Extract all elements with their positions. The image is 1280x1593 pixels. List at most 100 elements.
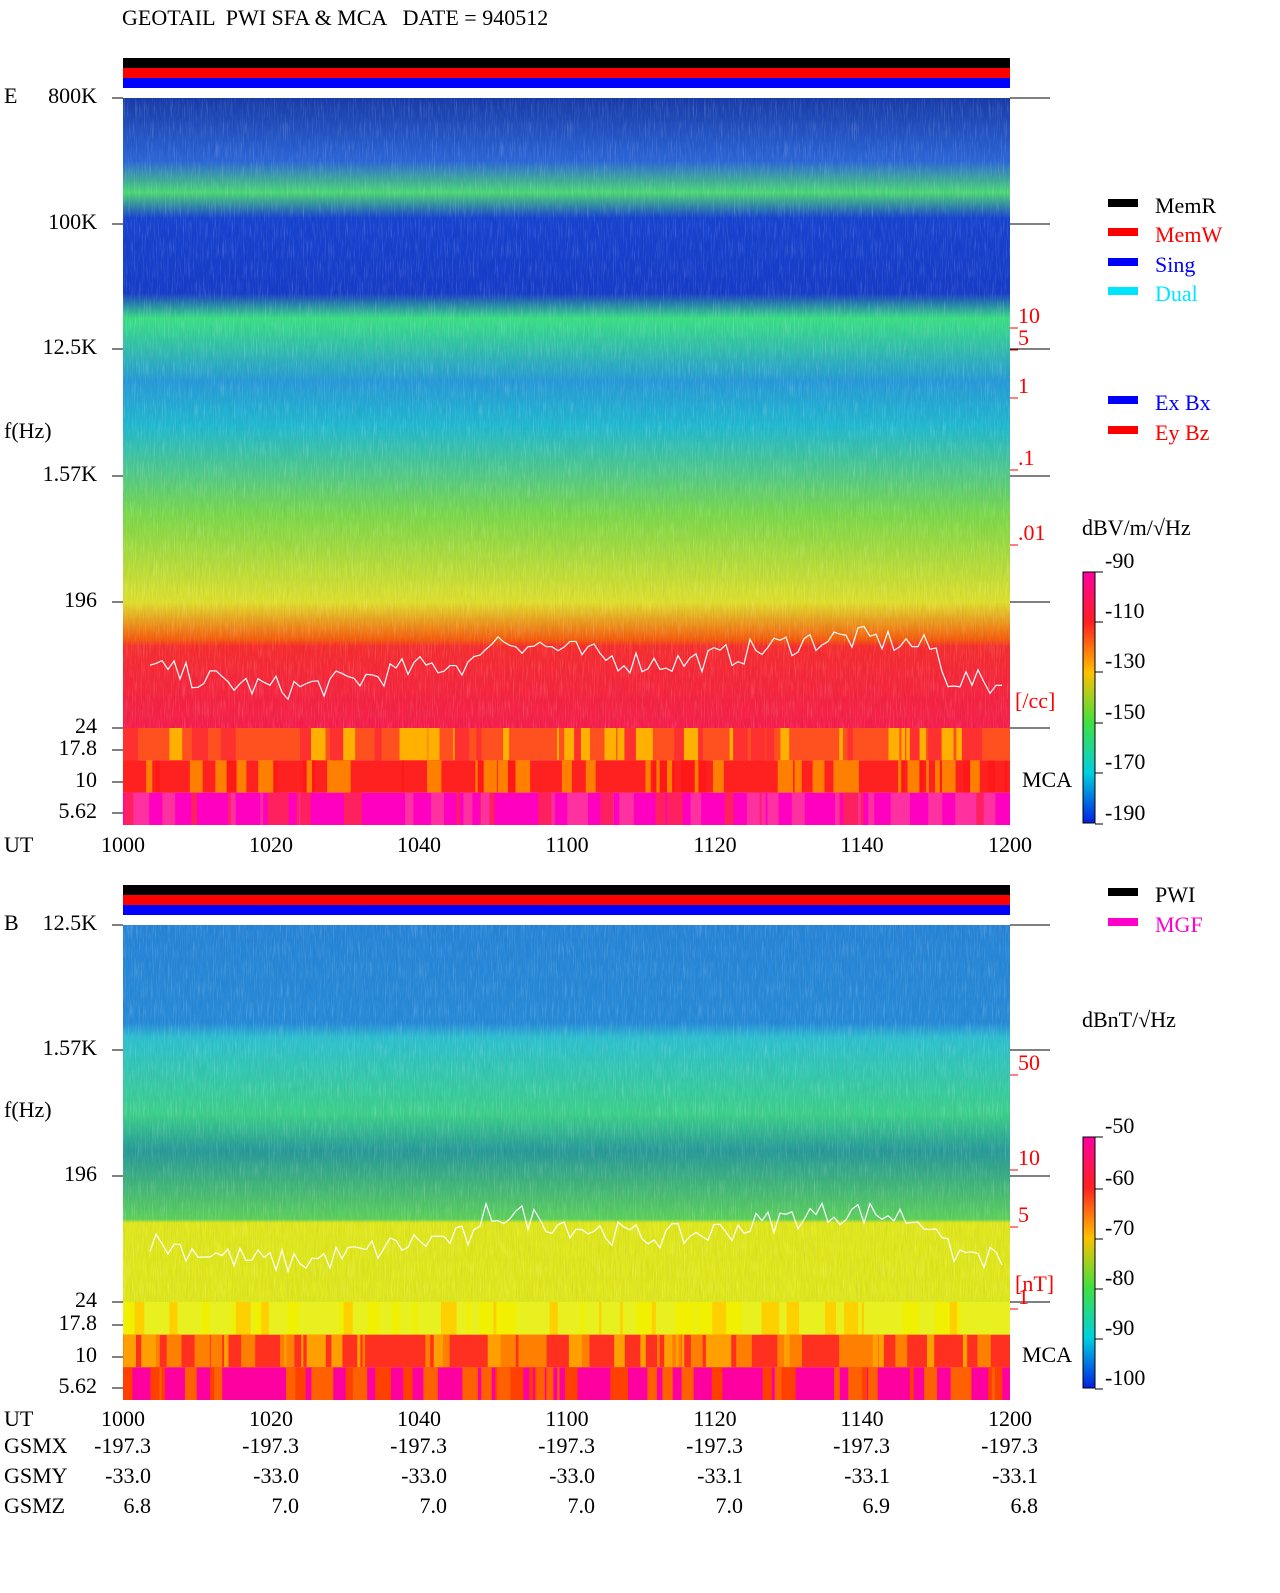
- mca-stripe: [662, 1367, 673, 1400]
- y-tick-label: 100K: [48, 209, 97, 234]
- mca-stripe: [258, 760, 274, 793]
- ephemeris-value: -33.1: [844, 1463, 890, 1488]
- mca-stripe: [709, 1334, 726, 1368]
- mca-stripe: [959, 1367, 972, 1400]
- mca-stripe: [392, 1302, 400, 1335]
- legend-label: MemR: [1155, 193, 1216, 218]
- mca-stripe: [619, 792, 624, 825]
- mca-stripe: [764, 1302, 780, 1335]
- mca-stripe: [306, 1334, 314, 1368]
- mca-stripe: [794, 760, 802, 793]
- mca-stripe: [481, 1367, 492, 1400]
- mca-stripe: [648, 728, 653, 761]
- mca-label: MCA: [1022, 1342, 1072, 1367]
- x-tick-label: 1000: [101, 1406, 145, 1431]
- y-tick-label: 800K: [48, 83, 97, 108]
- ephemeris-value: -33.1: [992, 1463, 1038, 1488]
- mca-band: [123, 792, 1010, 825]
- mca-stripe: [844, 1302, 859, 1335]
- mca-label: MCA: [1022, 767, 1072, 792]
- mca-stripe: [259, 1302, 269, 1335]
- mca-stripe: [497, 760, 510, 793]
- mca-stripe: [897, 760, 904, 793]
- mca-stripe: [405, 792, 414, 825]
- x-axis-label: UT: [4, 832, 34, 857]
- mca-stripe: [507, 760, 516, 793]
- mca-stripe: [852, 760, 859, 793]
- mca-stripe: [895, 1334, 908, 1368]
- mca-stripe: [957, 1302, 961, 1335]
- mca-stripe: [440, 1302, 457, 1335]
- legend-label: MGF: [1155, 912, 1203, 937]
- mca-stripe: [825, 1302, 837, 1335]
- mca-stripe: [681, 760, 695, 793]
- colorbar-tick-label: -150: [1105, 699, 1145, 724]
- mca-stripe: [437, 792, 445, 825]
- legend-label: MemW: [1155, 222, 1222, 247]
- mca-stripe: [369, 1302, 380, 1335]
- mca-stripe: [648, 1302, 656, 1335]
- mca-stripe: [124, 728, 136, 761]
- mca-stripe: [296, 792, 299, 825]
- mca-stripe: [868, 1367, 878, 1400]
- mca-stripe: [672, 1334, 676, 1368]
- mca-stripe: [674, 728, 687, 761]
- density-tick-label: 10: [1018, 1145, 1040, 1170]
- mca-stripe: [955, 792, 966, 825]
- mca-stripe: [858, 1367, 865, 1400]
- density-tick-label: 50: [1018, 1050, 1040, 1075]
- mca-stripe: [362, 1334, 366, 1368]
- ephemeris-value: -33.0: [549, 1463, 595, 1488]
- density-trace: [149, 1201, 1003, 1274]
- panel-label: B: [4, 910, 19, 935]
- mca-stripe: [766, 728, 775, 761]
- mca-stripe: [306, 760, 313, 793]
- mca-stripe: [327, 760, 341, 793]
- colorbar-tick-label: -90: [1105, 1315, 1134, 1340]
- ephemeris-value: -33.1: [697, 1463, 743, 1488]
- legend-label: PWI: [1155, 882, 1195, 907]
- mca-stripe: [675, 1302, 687, 1335]
- density-tick-label: 10: [1018, 303, 1040, 328]
- mca-stripe: [515, 760, 531, 793]
- mca-stripe: [736, 1334, 752, 1368]
- ephemeris-value: -33.0: [253, 1463, 299, 1488]
- mca-stripe: [961, 728, 971, 761]
- y-tick-label: 17.8: [59, 735, 98, 760]
- mca-stripe: [617, 1367, 629, 1400]
- mca-stripe: [169, 728, 183, 761]
- mca-stripe: [568, 1334, 579, 1368]
- ephemeris-value: -197.3: [538, 1433, 595, 1458]
- mca-stripe: [928, 728, 941, 761]
- mca-stripe: [267, 792, 282, 825]
- x-tick-label: 1020: [249, 832, 293, 857]
- mca-stripe: [431, 792, 439, 825]
- x-tick-label: 1040: [397, 1406, 441, 1431]
- legend-label: Dual: [1155, 281, 1198, 306]
- mca-stripe: [834, 1367, 840, 1400]
- mode-bar: [123, 78, 1010, 88]
- mode-bar: [123, 58, 1010, 68]
- mca-stripe: [839, 728, 843, 761]
- mca-stripe: [412, 1302, 418, 1335]
- mca-stripe: [681, 1334, 685, 1368]
- mca-stripe: [529, 1367, 533, 1400]
- mca-stripe: [299, 728, 312, 761]
- mca-stripe: [367, 1302, 372, 1335]
- legend-swatch: [1108, 228, 1138, 236]
- mca-stripe: [715, 1367, 718, 1400]
- legend-label: Ey Bz: [1155, 420, 1210, 445]
- x-tick-label: 1120: [693, 832, 736, 857]
- ephemeris-value: 7.0: [716, 1493, 744, 1518]
- mca-stripe: [310, 1334, 326, 1368]
- y-tick-label: 5.62: [59, 1373, 98, 1398]
- colorbar-label: dBV/m/√Hz: [1082, 515, 1191, 540]
- colorbar-tick-label: -130: [1105, 648, 1145, 673]
- mca-stripe: [963, 760, 976, 793]
- mca-stripe: [767, 792, 779, 825]
- mode-bar: [123, 68, 1010, 78]
- mca-stripe: [574, 728, 583, 761]
- colorbar-tick-label: -50: [1105, 1113, 1134, 1138]
- mca-stripe: [253, 1302, 262, 1335]
- mca-stripe: [926, 1334, 935, 1368]
